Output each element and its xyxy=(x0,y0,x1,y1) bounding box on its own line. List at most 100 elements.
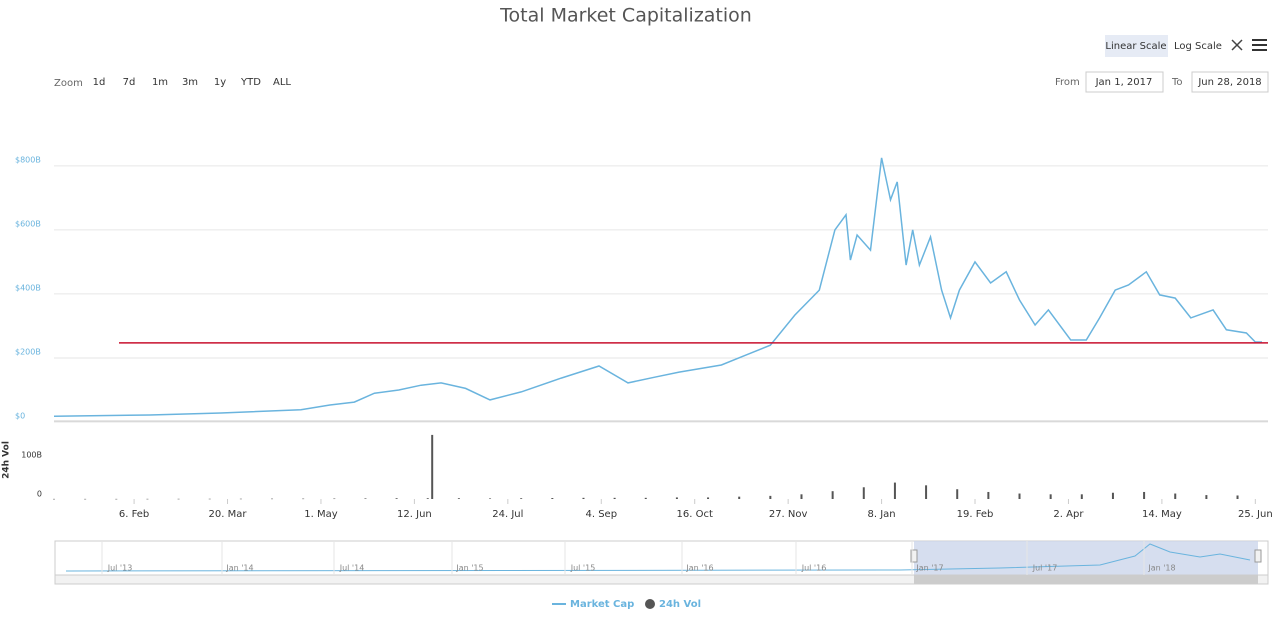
x-tick-label: 27. Nov xyxy=(769,509,808,520)
navigator-label: Jul '16 xyxy=(801,564,827,573)
chart-title: Total Market Capitalization xyxy=(499,5,752,27)
volume-bar xyxy=(738,496,741,499)
zoom-button[interactable]: 1d xyxy=(93,77,106,88)
legend-label[interactable]: Market Cap xyxy=(570,599,634,610)
volume-bar xyxy=(1049,494,1052,499)
x-tick-label: 8. Jan xyxy=(868,509,896,520)
x-tick-label: 16. Oct xyxy=(677,509,713,520)
navigator-label: Jan '16 xyxy=(685,564,713,573)
y-tick-label: 100B xyxy=(21,450,42,459)
volume-bar xyxy=(675,497,678,499)
navigator-label: Jul '17 xyxy=(1032,564,1058,573)
volume-bar xyxy=(800,494,803,499)
x-tick-label: 6. Feb xyxy=(119,509,149,520)
x-tick-label: 4. Sep xyxy=(585,509,617,520)
to-value[interactable]: Jun 28, 2018 xyxy=(1197,77,1261,88)
from-input[interactable] xyxy=(1085,71,1164,93)
volume-bar xyxy=(707,497,710,499)
legend-label[interactable]: 24h Vol xyxy=(659,599,701,610)
fullscreen-icon[interactable] xyxy=(1231,39,1243,51)
x-tick-label: 24. Jul xyxy=(492,509,523,520)
navigator-label: Jan '18 xyxy=(1147,564,1175,573)
menu-icon[interactable] xyxy=(1252,39,1267,51)
navigator-line xyxy=(65,543,1251,572)
x-tick-label: 14. May xyxy=(1142,509,1182,520)
volume-bar xyxy=(426,498,429,499)
x-tick-label: 25. Jun xyxy=(1238,509,1273,520)
volume-bar xyxy=(925,485,928,499)
volume-bar xyxy=(582,497,585,499)
volume-bar xyxy=(431,434,434,499)
y-tick-label: $200B xyxy=(15,347,41,356)
from-label: From xyxy=(1055,77,1080,88)
navigator-label: Jul '14 xyxy=(339,564,365,573)
navigator-handle[interactable] xyxy=(910,549,918,563)
volume-bar xyxy=(893,482,896,499)
zoom-label: Zoom xyxy=(54,78,83,89)
volume-bar xyxy=(115,498,118,500)
volume-bar xyxy=(644,497,647,499)
volume-bar xyxy=(1111,492,1114,499)
volume-bar xyxy=(364,498,367,499)
navigator-label: Jan '17 xyxy=(915,564,943,573)
y-tick-label: $600B xyxy=(15,219,41,228)
from-value[interactable]: Jan 1, 2017 xyxy=(1095,77,1153,88)
market-cap-line xyxy=(53,157,1262,417)
x-tick-label: 19. Feb xyxy=(957,509,994,520)
to-input[interactable] xyxy=(1191,71,1269,93)
volume-bar xyxy=(769,495,772,499)
navigator-label: Jan '14 xyxy=(225,564,253,573)
zoom-button[interactable]: 7d xyxy=(123,77,136,88)
y-tick-label: $800B xyxy=(15,155,41,164)
scrollbar[interactable] xyxy=(54,574,1269,585)
volume-bar xyxy=(831,491,834,499)
x-tick-label: 20. Mar xyxy=(209,509,248,520)
volume-bar xyxy=(613,497,616,499)
zoom-button[interactable]: 3m xyxy=(182,77,198,88)
log-scale-label[interactable]: Log Scale xyxy=(1174,41,1222,52)
volume-bar xyxy=(239,498,242,500)
zoom-button[interactable]: 1y xyxy=(214,77,226,88)
scrollbar-thumb[interactable] xyxy=(914,575,1258,584)
navigator-selection[interactable] xyxy=(914,541,1258,575)
navigator-label: Jul '15 xyxy=(570,564,596,573)
volume-bar xyxy=(333,498,336,500)
volume-bar xyxy=(489,498,492,499)
x-tick-label: 1. May xyxy=(304,509,337,520)
linear-scale-button[interactable] xyxy=(1105,35,1168,57)
y-tick-label: $0 xyxy=(15,412,25,421)
volume-bar xyxy=(1205,495,1208,499)
volume-bar xyxy=(1236,495,1239,499)
volume-bar xyxy=(1018,493,1021,499)
volume-bar xyxy=(146,498,149,500)
volume-bar xyxy=(862,487,865,499)
navigator-label: Jan '15 xyxy=(455,564,483,573)
y-tick-label: $400B xyxy=(15,283,41,292)
linear-scale-label[interactable]: Linear Scale xyxy=(1105,41,1166,52)
volume-bar xyxy=(1080,494,1083,499)
volume-bar xyxy=(956,489,959,499)
volume-bar xyxy=(177,498,180,500)
volume-bar xyxy=(551,498,554,499)
volume-bar xyxy=(302,498,305,500)
navigator-handle[interactable] xyxy=(1254,549,1262,563)
volume-bar xyxy=(1174,493,1177,499)
volume-bar xyxy=(208,498,211,500)
to-label: To xyxy=(1171,77,1183,88)
x-tick-label: 2. Apr xyxy=(1053,509,1084,520)
legend-marker[interactable] xyxy=(645,599,655,609)
x-tick-label: 12. Jun xyxy=(397,509,432,520)
volume-bar xyxy=(520,498,523,499)
volume-bar xyxy=(53,498,55,500)
navigator-label: Jul '13 xyxy=(107,564,133,573)
volume-bar xyxy=(271,498,274,500)
zoom-button[interactable]: 1m xyxy=(152,77,168,88)
zoom-button[interactable]: ALL xyxy=(273,77,291,88)
y-tick-label: 0 xyxy=(37,490,42,499)
zoom-button[interactable]: YTD xyxy=(240,77,261,88)
volume-bar xyxy=(84,498,87,500)
volume-bar xyxy=(457,498,460,499)
volume-bar xyxy=(395,498,398,499)
volume-bar xyxy=(987,491,990,499)
